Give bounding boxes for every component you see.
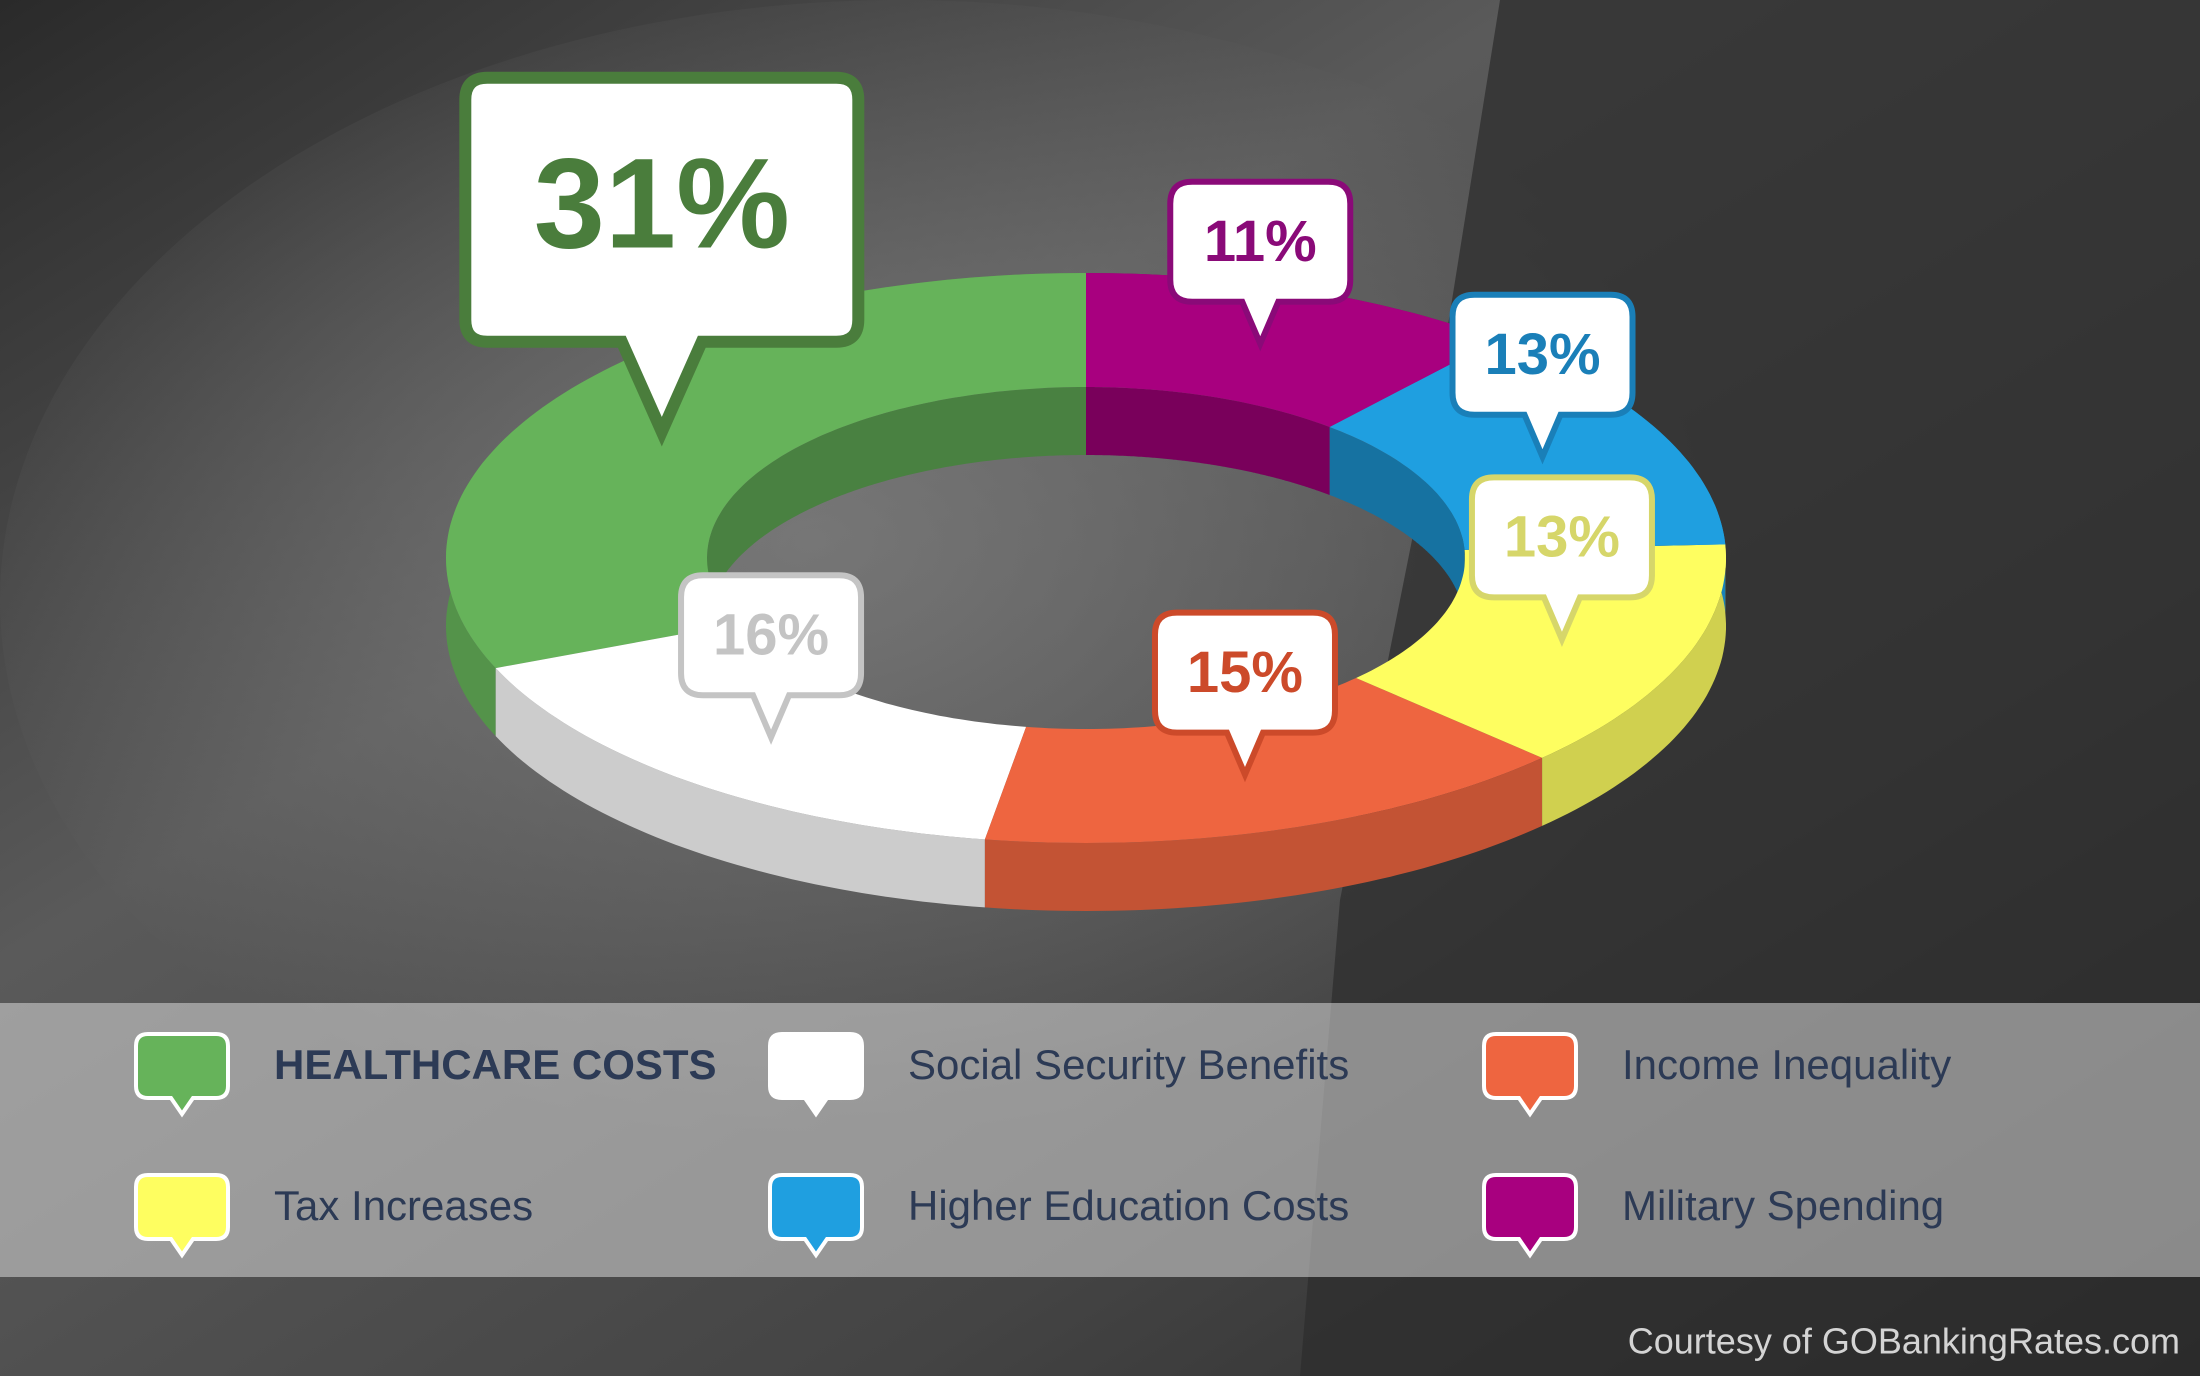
slice-inner-wall [1086, 387, 1330, 495]
legend-swatch [1482, 1032, 1578, 1118]
legend-swatch [1482, 1173, 1578, 1259]
value-label: 13% [1504, 505, 1620, 570]
legend-label: Tax Increases [274, 1182, 533, 1229]
callout-bubble [1167, 178, 1354, 352]
legend-label: Income Inequality [1622, 1041, 1951, 1088]
slice-side [495, 668, 985, 908]
callout-bubble [1151, 609, 1338, 783]
legend-label: HEALTHCARE COSTS [274, 1041, 717, 1088]
top-faces [446, 273, 1726, 843]
callout-bubble [1468, 474, 1655, 647]
slice-side [984, 757, 1543, 911]
credit: Courtesy of GOBankingRates.com [1628, 1321, 2180, 1362]
callouts: 31% 16% 15% 13% 13% 11% [459, 71, 1655, 783]
legend-label: Social Security Benefits [908, 1041, 1349, 1088]
slice [984, 678, 1543, 843]
value-label: 16% [713, 603, 829, 668]
callout-bubble [459, 71, 865, 447]
slice [495, 624, 1027, 840]
legend-label: Military Spending [1622, 1182, 1944, 1229]
slice-side [1542, 544, 1726, 826]
value-label: 11% [1204, 209, 1317, 274]
callout-bubble [1449, 291, 1636, 465]
slice-inner-wall [707, 387, 1086, 625]
legend-band [0, 1003, 2200, 1277]
legend-swatch [768, 1173, 864, 1259]
callout-bubble [678, 572, 865, 745]
legend-swatch [134, 1173, 230, 1259]
value-label: 31% [534, 133, 790, 276]
slice-inner-wall [1329, 427, 1465, 618]
value-label: 13% [1484, 322, 1600, 387]
legend-swatch [134, 1032, 230, 1118]
slice [446, 273, 1086, 669]
legend-swatch [768, 1032, 864, 1118]
value-label: 15% [1187, 640, 1303, 705]
slice [1086, 273, 1498, 427]
legend-label: Higher Education Costs [908, 1182, 1349, 1229]
